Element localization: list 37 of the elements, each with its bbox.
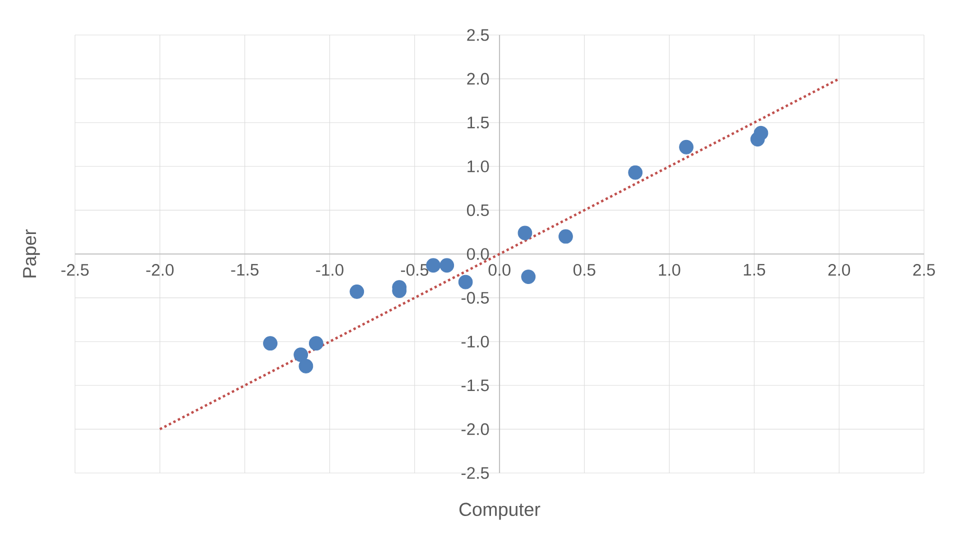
x-tick-label: 1.5	[744, 264, 766, 276]
point	[308, 336, 324, 351]
x-tick-label: 0.0	[488, 264, 510, 276]
x-tick-label: 2.5	[913, 264, 935, 276]
x-tick-label: -2.5	[61, 264, 89, 276]
point	[521, 270, 536, 284]
point	[518, 226, 532, 240]
y-tick-label: 1.5	[468, 116, 489, 128]
point	[558, 229, 573, 244]
x-tick-label: 2.0	[828, 264, 850, 276]
x-tick-label: -2.0	[146, 264, 174, 276]
y-tick-label: 1.0	[468, 160, 489, 172]
x-tick-label: -1.5	[231, 264, 258, 276]
y-tick-label: 2.5	[467, 29, 489, 41]
point	[628, 165, 643, 180]
y-tick-label: 0.0	[466, 248, 489, 260]
point	[458, 274, 473, 290]
point	[679, 140, 694, 154]
y-tick-label: 0.5	[466, 204, 489, 216]
x-axis-title: Computer	[459, 502, 540, 520]
y-tick-label: 2.0	[467, 72, 489, 85]
y-tick-label: -1.5	[462, 380, 489, 392]
y-tick-label: -2.0	[462, 423, 489, 436]
x-tick-label: 0.5	[573, 264, 596, 276]
point	[350, 284, 364, 299]
x-tick-label: -1.0	[316, 264, 344, 276]
point	[440, 258, 454, 273]
y-tick-label: -0.5	[462, 292, 489, 304]
point	[298, 358, 314, 374]
point	[263, 336, 278, 351]
y-tick-label: -1.0	[462, 336, 489, 348]
x-tick-label: 1.0	[659, 264, 680, 276]
point	[294, 348, 308, 362]
y-axis-title: Paper	[23, 229, 40, 278]
point	[754, 126, 768, 140]
x-tick-label: -0.5	[400, 264, 428, 276]
y-tick-label: -2.5	[462, 467, 489, 479]
